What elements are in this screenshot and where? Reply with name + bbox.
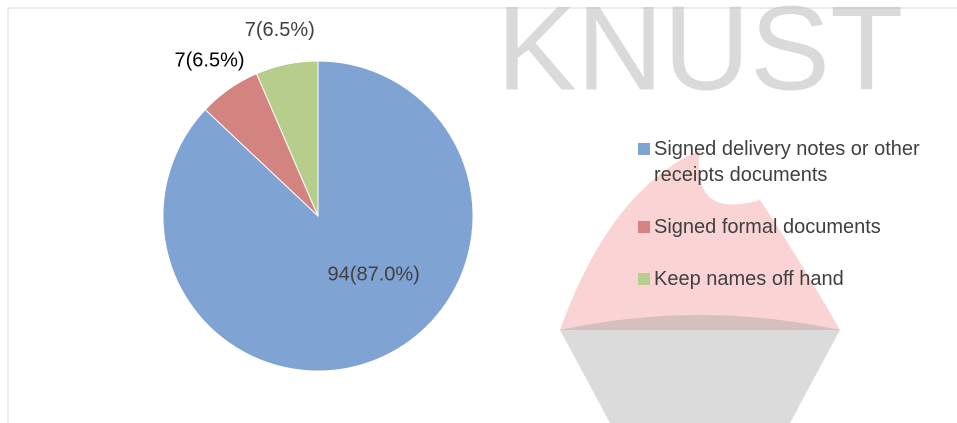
- legend: Signed delivery notes or other receipts …: [638, 136, 948, 318]
- legend-label: Signed formal documents: [654, 216, 881, 238]
- legend-swatch: [638, 143, 650, 155]
- legend-item: Signed formal documents: [638, 214, 948, 240]
- legend-item: Signed delivery notes or other receipts …: [638, 136, 948, 188]
- pie-slice: [255, 60, 319, 217]
- data-label: 94(87.0%): [328, 263, 420, 285]
- legend-label: Keep names off hand: [654, 268, 844, 290]
- legend-swatch: [638, 221, 650, 233]
- data-label: 7(6.5%): [245, 19, 315, 41]
- legend-item: Keep names off hand: [638, 266, 948, 292]
- legend-swatch: [638, 273, 650, 285]
- watermark: KNUST: [497, 0, 904, 116]
- data-label: 7(6.5%): [175, 49, 245, 71]
- watermark-flame: [560, 150, 840, 330]
- watermark-base: [560, 315, 840, 423]
- legend-label: Signed delivery notes or other receipts …: [654, 138, 920, 186]
